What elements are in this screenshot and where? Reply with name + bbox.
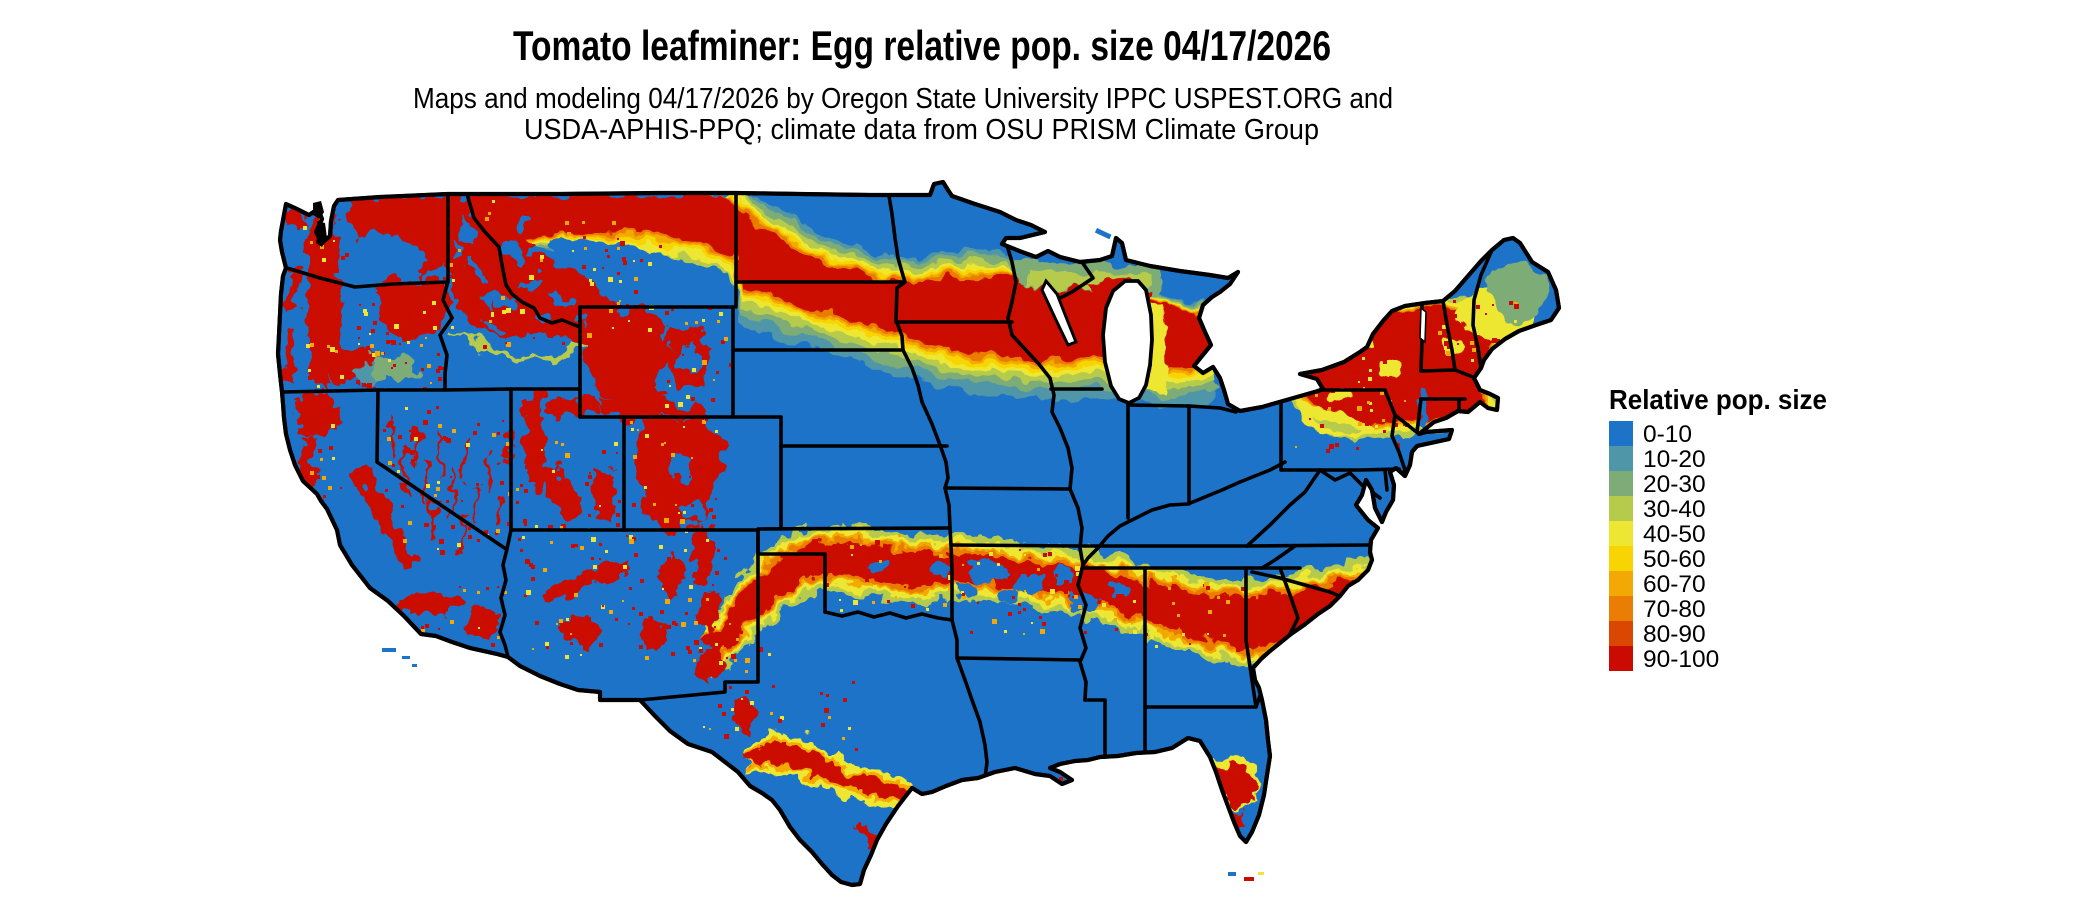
svg-text:70-80: 70-80 (1643, 596, 1706, 623)
svg-text:30-40: 30-40 (1643, 496, 1706, 523)
svg-text:Maps and modeling 04/17/2026 b: Maps and modeling 04/17/2026 by Oregon S… (413, 83, 1393, 115)
svg-text:USDA-APHIS-PPQ; climate data f: USDA-APHIS-PPQ; climate data from OSU PR… (524, 114, 1319, 146)
svg-text:10-20: 10-20 (1643, 446, 1706, 473)
svg-text:60-70: 60-70 (1643, 571, 1706, 598)
svg-text:50-60: 50-60 (1643, 546, 1706, 573)
svg-text:Tomato leafminer: Egg relative: Tomato leafminer: Egg relative pop. size… (513, 22, 1331, 69)
svg-text:80-90: 80-90 (1643, 621, 1706, 648)
svg-text:40-50: 40-50 (1643, 521, 1706, 548)
svg-text:90-100: 90-100 (1643, 646, 1719, 673)
svg-text:20-30: 20-30 (1643, 471, 1706, 498)
svg-text:0-10: 0-10 (1643, 421, 1692, 448)
svg-text:Relative pop. size: Relative pop. size (1609, 384, 1827, 415)
